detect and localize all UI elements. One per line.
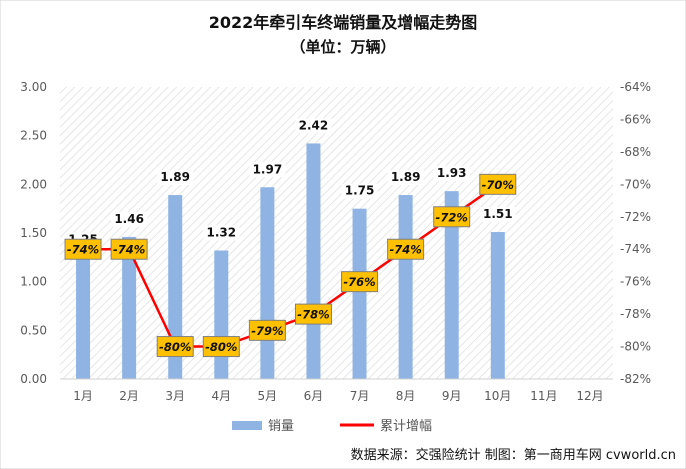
right-tick-label: -72% [620,210,651,224]
right-tick-label: -66% [620,112,651,126]
left-tick-label: 1.50 [20,226,47,240]
line-data-label: -80% [159,340,191,354]
right-tick-label: -68% [620,145,651,159]
line-data-label: -74% [113,243,145,257]
right-axis: -82% -80% -78% -76% -74% -72% -70% -68% -66% -64% [620,80,651,386]
line-label-box [248,319,286,341]
x-tick-label: 5月 [258,389,278,403]
bar-label-background [203,225,240,241]
x-tick-label: 1月 [73,389,93,403]
x-tick-label: 4月 [211,389,231,403]
line-label-box [387,238,425,260]
x-tick-label: 3月 [165,389,185,403]
bar-data-label: 1.89 [391,170,421,184]
left-tick-label: 0.00 [20,372,47,386]
bar-data-label: 1.97 [253,162,283,176]
x-tick-label: 6月 [304,389,324,403]
bar-label-background [111,211,148,227]
line-label-box [202,336,240,358]
line-data-label: -79% [251,324,283,338]
line-label-box [156,336,194,358]
x-tick-label: 8月 [396,389,416,403]
bar [306,143,321,379]
left-axis: 0.00 0.50 1.00 1.50 2.00 2.50 3.00 [20,80,47,386]
bar-data-label: 1.51 [483,207,513,221]
left-tick-label: 0.50 [20,323,47,337]
bar-data-label: 1.32 [206,226,236,240]
x-tick-label: 2月 [119,389,139,403]
bar [490,232,505,379]
right-tick-label: -78% [620,307,651,321]
x-tick-label: 7月 [350,389,370,403]
left-tick-label: 3.00 [20,80,47,94]
bar [398,195,413,379]
legend-label-bar: 销量 [268,419,294,434]
line-data-label: -80% [205,340,237,354]
bar-label-background [249,162,286,178]
bar-label-background [157,170,194,186]
right-tick-label: -80% [620,340,651,354]
x-tick-label: 12月 [576,389,603,403]
bar-data-label: 1.89 [160,170,190,184]
left-tick-label: 2.00 [20,177,47,191]
legend-label-line: 累计增幅 [380,419,432,434]
chart-subtitle: （单位：万辆） [290,38,395,56]
bar [352,208,367,379]
legend-swatch-bar [232,421,262,430]
right-tick-label: -74% [620,242,651,256]
line-data-label: -74% [389,243,421,257]
right-tick-label: -76% [620,275,651,289]
line-data-label: -70% [482,178,514,192]
right-tick-label: -64% [620,80,651,94]
bar-data-label: 1.93 [437,166,467,180]
right-tick-label: -70% [620,177,651,191]
line-data-label: -74% [67,243,99,257]
left-tick-label: 1.00 [20,275,47,289]
x-tick-label: 11月 [530,389,557,403]
bar [444,191,459,379]
left-tick-label: 2.50 [20,129,47,143]
line-label-box [294,303,332,325]
line-data-label: -76% [343,275,375,289]
bar-label-background [387,170,424,186]
line-data-labels: -74% -74% -80% -80% -79% -78% -76% -74% -72% -70% [64,173,517,358]
line-series [83,183,499,348]
line-label-box [110,238,148,260]
x-tick-label: 10月 [484,389,511,403]
chart-title: 2022年牵引车终端销量及增幅走势图 [209,13,478,32]
line-label-box [479,173,517,195]
line-label-box [64,238,102,260]
bar-label-background [479,207,516,223]
x-tick-label: 9月 [442,389,462,403]
bar-label-background [295,118,332,134]
line-data-label: -72% [436,210,468,224]
bar [76,257,91,379]
bar-data-label: 1.75 [345,184,375,198]
bar-data-label: 1.46 [114,212,144,226]
bar-label-background [341,183,378,199]
bar [260,187,275,379]
right-tick-label: -82% [620,372,651,386]
line-label-box [341,271,379,293]
bar [122,236,137,379]
bar-label-background [433,166,470,182]
bar [168,195,183,379]
bar-data-label: 2.42 [299,118,329,132]
line-data-label: -78% [297,308,329,322]
bar [214,250,229,379]
x-axis: 1月 2月 3月 4月 5月 6月 7月 8月 9月 10月 11月 12月 [60,378,613,403]
line-label-box [433,206,471,228]
source-note: 数据来源：交强险统计 制图：第一商用车网 cvworld.cn [351,447,676,463]
line-path [83,183,499,348]
plot-area [60,87,613,379]
legend: 销量 累计增幅 [232,419,432,434]
